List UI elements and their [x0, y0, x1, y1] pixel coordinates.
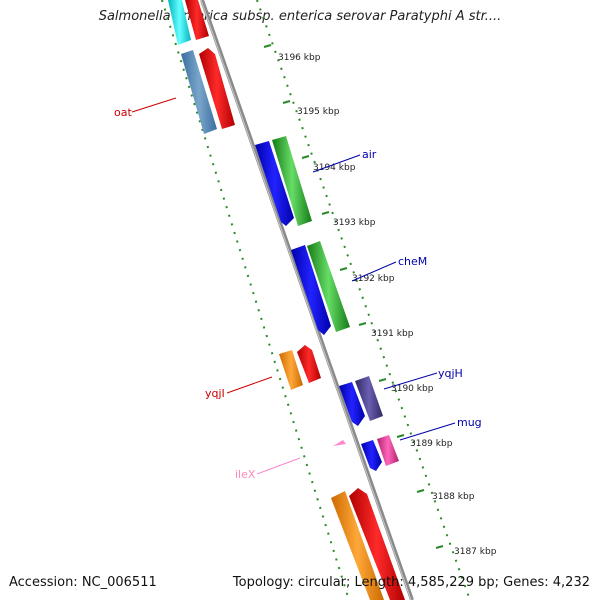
gene-air-blue — [255, 141, 294, 226]
genome-backbone — [200, 0, 414, 600]
gene-bottom-red — [349, 488, 405, 600]
genome-backbone-highlight — [200, 0, 412, 600]
topology-text: Topology: circular; Length: 4,585,229 bp… — [232, 575, 590, 590]
tick-label: 3194 kbp — [313, 163, 356, 173]
gene-yqjH-blue — [339, 382, 365, 426]
tick-label: 3192 kbp — [352, 274, 395, 284]
accession-text: Accession: NC_006511 — [9, 575, 157, 590]
tick-label: 3188 kbp — [432, 492, 475, 502]
gene-oat-steelblue — [181, 50, 217, 134]
gene-label-ileX: ileX — [235, 468, 256, 481]
leader-air — [312, 154, 361, 173]
gene-air-green — [272, 136, 312, 226]
gene-mug-magenta — [377, 435, 399, 466]
gene-ileX — [333, 440, 346, 446]
gene-cheM-green — [307, 241, 350, 332]
gene-cyan-top — [168, 0, 191, 45]
tick-label: 3196 kbp — [278, 53, 321, 63]
leader-ileX — [256, 457, 301, 475]
gene-oat-red — [199, 48, 235, 129]
gene-label-yqjH: yqjH — [438, 367, 463, 380]
gene-yqjH-slate — [355, 376, 383, 421]
gene-yqjI-orange — [279, 350, 303, 390]
gene-label-yqjI: yqjI — [205, 387, 225, 400]
gene-bottom-orange — [331, 491, 384, 600]
tick-marks — [263, 44, 444, 549]
tick-label: 3191 kbp — [371, 329, 414, 339]
tick-label: 3187 kbp — [454, 547, 497, 557]
left-dotted-track — [161, 0, 350, 600]
tick-label: 3189 kbp — [410, 439, 453, 449]
leader-yqjI — [226, 376, 273, 394]
tick-label: 3193 kbp — [333, 218, 376, 228]
gene-label-cheM: cheM — [398, 255, 427, 268]
leader-yqjH — [383, 372, 438, 390]
gene-mug-blue — [361, 440, 382, 471]
gene-yqjI-red — [297, 345, 321, 383]
gene-label-air: air — [362, 148, 377, 161]
gene-red-top — [185, 0, 209, 40]
tick-label: 3190 kbp — [391, 384, 434, 394]
tick-label: 3195 kbp — [297, 107, 340, 117]
leader-oat — [131, 97, 177, 113]
gene-cheM-blue — [291, 245, 331, 335]
gene-label-mug: mug — [457, 416, 482, 429]
leader-mug — [399, 422, 456, 441]
leader-cheM — [351, 261, 397, 282]
gene-label-oat: oat — [114, 106, 132, 119]
